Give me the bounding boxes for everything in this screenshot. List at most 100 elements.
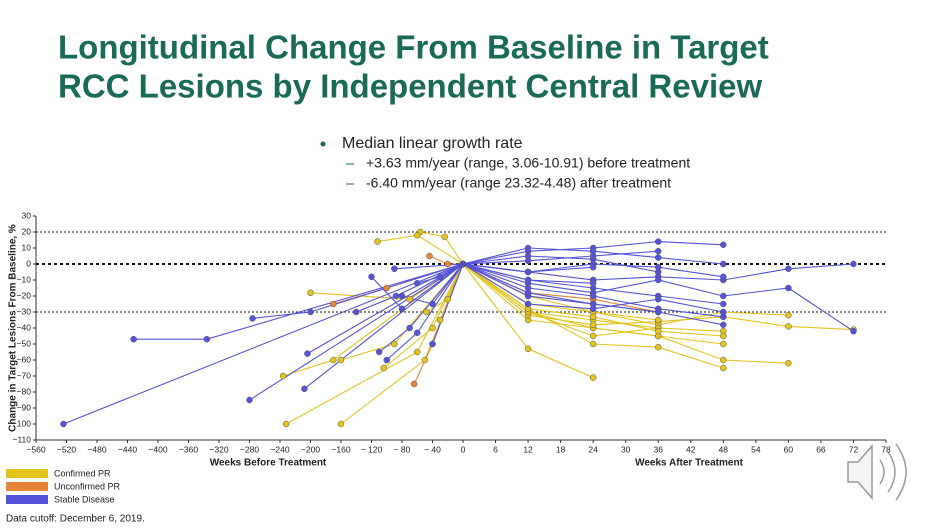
patient-line — [133, 255, 659, 340]
x-tick-label: 78 — [881, 444, 891, 454]
patient-point — [589, 313, 597, 321]
patient-point — [406, 324, 413, 332]
patient-point — [589, 374, 597, 381]
patient-point — [720, 241, 727, 249]
speaker-icon[interactable] — [847, 443, 907, 501]
x-tick-label: 6 — [493, 444, 498, 454]
patient-point — [785, 311, 792, 319]
x-tick-label: −480 — [87, 444, 106, 454]
patient-point — [130, 335, 137, 343]
y-tick-label: −100 — [12, 418, 31, 428]
patient-point — [414, 329, 421, 337]
legend-label: Stable Disease — [54, 494, 115, 504]
patient-point — [441, 233, 448, 241]
patient-point — [654, 276, 662, 284]
patient-point — [720, 300, 727, 308]
x-tick-label: 18 — [556, 444, 566, 454]
patient-point — [654, 327, 662, 335]
x-tick-label: − 120 — [361, 444, 383, 454]
patient-point — [392, 292, 400, 300]
patient-point — [423, 308, 430, 316]
patient-point — [368, 273, 375, 281]
patient-point — [398, 292, 406, 300]
y-tick-label: −70 — [17, 370, 32, 380]
y-tick-label: −60 — [17, 354, 32, 364]
legend-label: Unconfirmed PR — [54, 481, 121, 491]
patient-line — [431, 263, 724, 345]
x-tick-label: 24 — [588, 444, 598, 454]
y-tick-label: 20 — [22, 226, 32, 236]
patient-line — [63, 263, 724, 425]
patient-point — [720, 292, 727, 300]
patient-point — [60, 420, 67, 428]
x-tick-label: 66 — [816, 444, 826, 454]
x-tick-label: 72 — [849, 444, 859, 454]
y-tick-label: −40 — [17, 322, 32, 332]
patient-point — [406, 295, 413, 303]
patient-point — [383, 356, 390, 364]
patient-point — [589, 332, 597, 340]
patient-point — [246, 396, 253, 404]
patient-point — [524, 257, 532, 265]
patient-point — [720, 340, 727, 348]
x-tick-label: 12 — [523, 444, 533, 454]
patient-point — [720, 321, 727, 329]
patient-point — [301, 385, 308, 393]
patient-point — [654, 316, 662, 324]
patient-point — [785, 323, 792, 330]
patient-point — [203, 335, 211, 343]
patient-line — [252, 241, 724, 319]
patient-point — [282, 420, 290, 428]
patient-point — [459, 260, 467, 268]
patient-line — [426, 263, 659, 337]
patient-point — [720, 273, 727, 281]
y-tick-label: −10 — [17, 274, 32, 284]
patient-point — [589, 305, 597, 313]
x-tick-label: −400 — [148, 444, 167, 454]
markers — [60, 228, 857, 428]
patient-point — [380, 364, 387, 372]
patient-point — [391, 340, 398, 348]
patient-point — [436, 316, 444, 324]
x-tick-label: −240 — [270, 444, 289, 454]
y-tick-label: −30 — [17, 306, 32, 316]
bullet: Median linear growth rate — [342, 135, 523, 152]
x-tick-label: 36 — [653, 444, 663, 454]
y-tick-label: −110 — [12, 434, 31, 444]
x-axis-label: Weeks Before Treatment — [210, 458, 327, 469]
x-tick-label: −200 — [301, 444, 320, 454]
patient-point — [524, 268, 532, 276]
x-tick-label: − 40 — [424, 444, 441, 454]
lines — [63, 231, 854, 425]
patient-point — [304, 350, 311, 357]
x-axis-label: Weeks After Treatment — [635, 458, 743, 469]
x-tick-label: −320 — [209, 444, 228, 454]
x-tick-label: −160 — [331, 444, 350, 454]
patient-point — [353, 308, 360, 316]
patient-point — [589, 247, 597, 255]
patient-point — [391, 265, 398, 273]
legend-label: Confirmed PR — [54, 468, 111, 478]
y-tick-label: −90 — [17, 402, 32, 412]
patient-point — [654, 254, 662, 261]
y-axis-label: Change in Target Lesions From Baseline, … — [8, 224, 19, 432]
patient-point — [524, 276, 532, 284]
patient-point — [654, 343, 662, 351]
patient-point — [436, 273, 444, 281]
patient-point — [524, 345, 532, 353]
title-line: RCC Lesions by Independent Central Revie… — [58, 68, 762, 105]
patient-point — [249, 315, 256, 322]
patient-point — [785, 284, 792, 292]
patient-point — [720, 260, 727, 268]
x-tick-label: 60 — [784, 444, 794, 454]
y-tick-label: 0 — [26, 258, 31, 268]
x-tick-label: −280 — [240, 444, 259, 454]
patient-point — [589, 321, 597, 329]
patient-point — [383, 284, 390, 292]
x-tick-label: 30 — [621, 444, 631, 454]
patient-point — [279, 372, 287, 380]
bullet-dot — [320, 141, 326, 147]
patient-point — [421, 356, 429, 364]
patient-point — [654, 238, 662, 245]
